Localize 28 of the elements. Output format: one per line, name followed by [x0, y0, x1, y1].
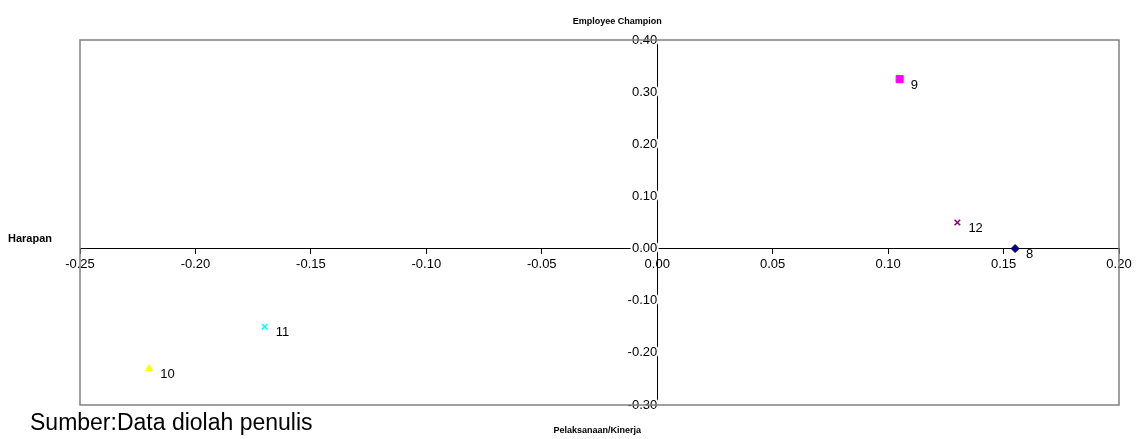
x-axis-title: Pelaksanaan/Kinerja	[553, 425, 642, 436]
series-label: 12	[968, 220, 983, 236]
series-label: 10	[160, 366, 175, 382]
x-tick-label: -0.10	[411, 255, 442, 271]
y-tick-label: 0.30	[631, 83, 658, 99]
x-tick-label: 0.10	[875, 255, 901, 271]
x-tick-label: -0.20	[180, 255, 211, 271]
point	[145, 364, 154, 371]
x-tick-label: -0.25	[65, 255, 95, 271]
series-label: 8	[1026, 246, 1034, 262]
y-axis-title: Harapan	[8, 231, 53, 244]
series-label: 9	[910, 76, 918, 92]
x-tick-label: 0.05	[760, 255, 786, 271]
y-tick-label: 0.20	[631, 135, 658, 151]
point	[895, 75, 904, 84]
y-tick-label: -0.30	[627, 396, 658, 412]
chart-title: Employee Champion	[572, 16, 662, 27]
point	[1010, 244, 1020, 254]
y-tick-label: -0.10	[627, 292, 658, 308]
y-tick-label: 0.10	[631, 188, 658, 204]
x-tick-label: 0.15	[990, 255, 1017, 271]
series-label: 11	[275, 324, 290, 340]
x-tick-label: 0.20	[1106, 255, 1132, 271]
y-tick-label: 0.40	[631, 31, 658, 47]
x-tick-label: -0.15	[296, 255, 326, 271]
text: Sumber:Data diolah penulis	[30, 408, 313, 436]
x-tick-label: -0.05	[526, 255, 557, 271]
y-tick-label: -0.20	[627, 344, 658, 360]
